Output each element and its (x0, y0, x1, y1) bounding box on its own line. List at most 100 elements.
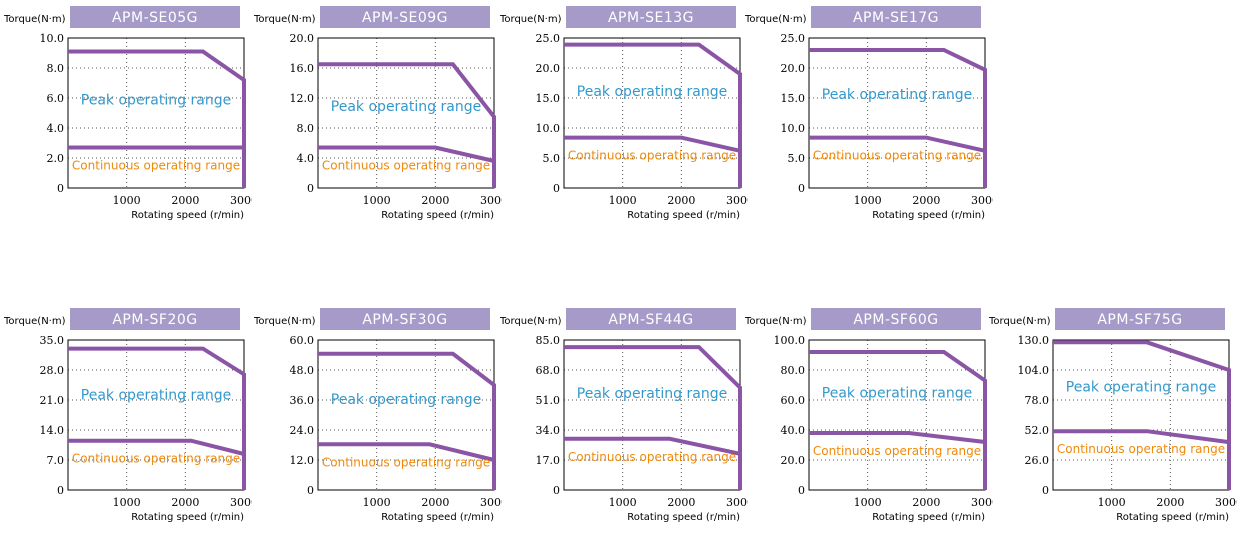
x-tick-label: 2000 (667, 194, 695, 207)
y-tick-label: 2.0 (47, 152, 65, 165)
torque-chart-2: APM-SE13G Torque(N·m) 0 5.0 10.0 15.0 20.0 25.0… (499, 6, 748, 221)
y-tick-label: 60.0 (781, 394, 806, 407)
x-tick-label: 3000 (726, 194, 748, 207)
y-tick-label: 25.0 (536, 32, 561, 45)
y-tick-label: 25.0 (781, 32, 806, 45)
chart-title-banner (320, 6, 490, 28)
continuous-range-label: Continuous operating range (322, 455, 490, 469)
chart-title-banner (1055, 308, 1225, 330)
peak-range-label: Peak operating range (577, 386, 727, 402)
y-axis-label: Torque(N·m) (744, 316, 807, 327)
y-axis-label: Torque(N·m) (499, 316, 562, 327)
y-tick-label: 28.0 (40, 364, 65, 377)
plot-frame (67, 339, 245, 491)
torque-chart-0: APM-SE05G Torque(N·m) 0 2.0 4.0 6.0 8.0 10.0 100… (3, 6, 252, 221)
y-axis-label: Torque(N·m) (988, 316, 1051, 327)
continuous-range-label: Continuous operating range (568, 149, 736, 163)
peak-torque-curve (68, 346, 246, 490)
continuous-torque-curve (1053, 429, 1230, 445)
continuous-range-label: Continuous operating range (813, 444, 981, 458)
chart-title: APM-SF20G (112, 312, 197, 328)
y-tick-label: 20.0 (290, 32, 315, 45)
y-tick-label: 6.0 (47, 92, 65, 105)
x-tick-label: 3000 (230, 496, 252, 509)
continuous-range-label: Continuous operating range (72, 159, 240, 173)
continuous-range-label: Continuous operating range (568, 450, 736, 464)
x-axis-label: Rotating speed (r/min) (131, 210, 244, 221)
peak-range-label: Peak operating range (331, 392, 481, 408)
y-tick-label: 21.0 (40, 394, 65, 407)
y-axis-label: Torque(N·m) (744, 14, 807, 25)
y-tick-label: 10.0 (781, 122, 806, 135)
y-tick-label: 35.0 (40, 334, 65, 347)
y-tick-label: 0 (1042, 484, 1049, 497)
y-tick-label: 0 (307, 182, 314, 195)
peak-torque-curve (809, 350, 987, 490)
continuous-torque-curve (564, 436, 741, 456)
y-tick-label: 104.0 (1018, 364, 1050, 377)
torque-chart-7: APM-SF60G Torque(N·m) 0 20.0 40.0 60.0 80.0 100… (744, 308, 993, 523)
continuous-torque-curve (809, 431, 986, 444)
chart-title: APM-SF60G (853, 312, 938, 328)
chart-title: APM-SF75G (1097, 312, 1182, 328)
y-tick-label: 100.0 (774, 334, 806, 347)
peak-range-label: Peak operating range (81, 93, 231, 109)
y-tick-label: 4.0 (297, 152, 315, 165)
y-axis-label: Torque(N·m) (499, 14, 562, 25)
y-tick-label: 48.0 (290, 364, 315, 377)
x-axis-label: Rotating speed (r/min) (131, 512, 244, 523)
peak-torque-curve (564, 345, 742, 490)
y-tick-label: 7.0 (47, 454, 65, 467)
peak-range-label: Peak operating range (822, 386, 972, 402)
torque-chart-1: APM-SE09G Torque(N·m) 0 4.0 8.0 12.0 16.0 20.0 1… (253, 6, 502, 221)
torque-chart-3: APM-SE17G Torque(N·m) 0 5.0 10.0 15.0 20.0 25.0… (744, 6, 993, 221)
peak-torque-curve (564, 42, 742, 188)
x-tick-label: 2000 (171, 194, 199, 207)
y-tick-label: 20.0 (536, 62, 561, 75)
y-tick-label: 51.0 (536, 394, 561, 407)
y-tick-label: 40.0 (781, 424, 806, 437)
continuous-torque-curve (68, 438, 245, 456)
chart-title-banner (70, 308, 240, 330)
y-tick-label: 0 (553, 484, 560, 497)
x-tick-label: 2000 (171, 496, 199, 509)
x-axis-label: Rotating speed (r/min) (381, 210, 494, 221)
x-tick-label: 3000 (480, 194, 502, 207)
x-tick-label: 1000 (363, 194, 391, 207)
peak-torque-curve (68, 49, 246, 188)
chart-title: APM-SE09G (362, 10, 448, 26)
y-tick-label: 15.0 (536, 92, 561, 105)
peak-torque-curve (1053, 340, 1231, 490)
y-tick-label: 14.0 (40, 424, 65, 437)
x-tick-label: 3000 (1215, 496, 1237, 509)
y-tick-label: 0 (798, 484, 805, 497)
x-tick-label: 3000 (480, 496, 502, 509)
peak-range-label: Peak operating range (822, 87, 972, 103)
peak-range-label: Peak operating range (81, 388, 231, 404)
x-tick-label: 2000 (1156, 496, 1184, 509)
y-tick-label: 52.0 (1025, 424, 1050, 437)
y-axis-label: Torque(N·m) (3, 316, 66, 327)
chart-title: APM-SF44G (608, 312, 693, 328)
y-tick-label: 16.0 (290, 62, 315, 75)
x-tick-label: 1000 (113, 194, 141, 207)
x-axis-label: Rotating speed (r/min) (627, 210, 740, 221)
continuous-range-label: Continuous operating range (1057, 442, 1225, 456)
chart-title-banner (320, 308, 490, 330)
x-tick-label: 2000 (667, 496, 695, 509)
y-tick-label: 24.0 (290, 424, 315, 437)
x-axis-label: Rotating speed (r/min) (872, 210, 985, 221)
y-tick-label: 26.0 (1025, 454, 1050, 467)
y-tick-label: 60.0 (290, 334, 315, 347)
y-tick-label: 130.0 (1018, 334, 1050, 347)
y-tick-label: 36.0 (290, 394, 315, 407)
torque-chart-6: APM-SF44G Torque(N·m) 0 17.0 34.0 51.0 68.0 85.… (499, 308, 748, 523)
y-tick-label: 34.0 (536, 424, 561, 437)
chart-title: APM-SE17G (853, 10, 939, 26)
chart-title-banner (566, 308, 736, 330)
y-tick-label: 85.0 (536, 334, 561, 347)
x-tick-label: 1000 (113, 496, 141, 509)
chart-title-banner (811, 6, 981, 28)
y-tick-label: 15.0 (781, 92, 806, 105)
plot-frame (808, 37, 986, 189)
